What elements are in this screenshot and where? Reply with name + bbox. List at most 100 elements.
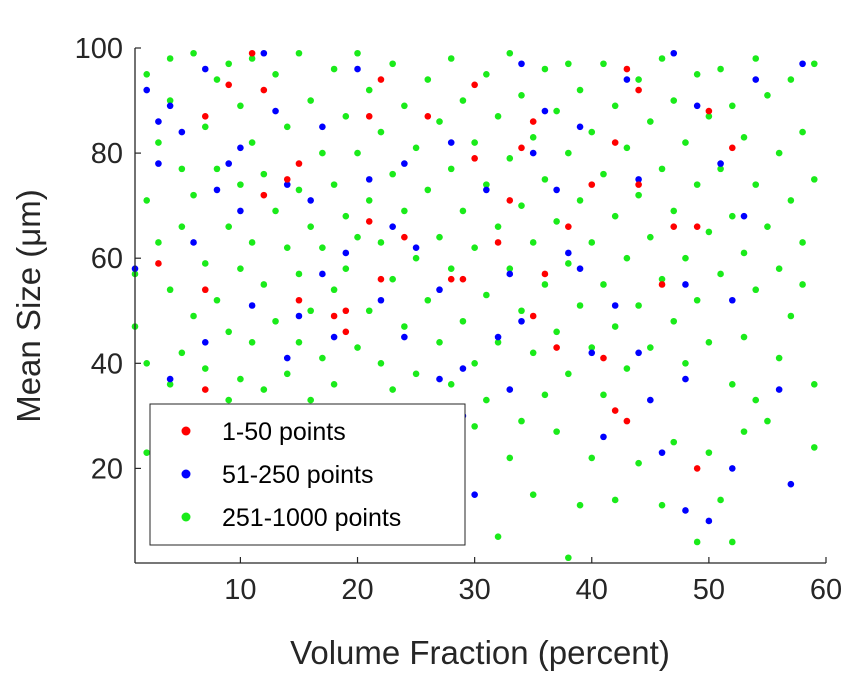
data-point <box>471 360 478 367</box>
data-point <box>342 113 350 120</box>
data-point <box>260 170 268 178</box>
data-point <box>611 139 619 146</box>
data-point <box>447 275 455 283</box>
data-point <box>272 207 279 215</box>
data-point <box>541 391 549 399</box>
data-point <box>213 296 221 304</box>
data-point <box>283 123 291 131</box>
data-point <box>319 270 326 278</box>
data-point <box>354 49 361 57</box>
data-point <box>529 149 537 157</box>
data-point <box>717 165 724 173</box>
data-point <box>401 323 408 330</box>
data-point <box>483 291 490 299</box>
data-point <box>365 113 373 120</box>
data-point <box>354 344 361 351</box>
data-point <box>483 396 490 404</box>
y-tick-label: 20 <box>91 453 123 485</box>
data-point <box>459 365 467 372</box>
data-point <box>190 49 197 57</box>
data-point <box>740 134 748 141</box>
data-point <box>576 123 584 131</box>
data-point <box>424 113 432 120</box>
data-point <box>600 391 607 399</box>
data-point <box>471 244 478 251</box>
data-point <box>775 265 783 273</box>
data-point <box>775 354 783 362</box>
data-point <box>553 344 560 351</box>
data-point <box>319 149 326 157</box>
data-point <box>190 312 197 320</box>
data-point <box>295 160 303 167</box>
data-point <box>295 49 303 57</box>
data-point <box>635 349 642 357</box>
legend-marker <box>181 469 191 479</box>
data-point <box>401 233 408 241</box>
data-point <box>389 223 396 230</box>
data-point <box>225 60 232 68</box>
data-point <box>237 207 244 215</box>
data-point <box>810 176 818 183</box>
data-point <box>319 123 326 131</box>
data-point <box>178 349 186 357</box>
data-point <box>693 296 701 304</box>
data-point <box>658 55 666 62</box>
data-point <box>740 212 748 220</box>
data-point <box>401 207 408 215</box>
data-point <box>272 107 279 115</box>
data-point <box>401 160 408 167</box>
data-point <box>705 338 713 346</box>
data-point <box>787 76 795 83</box>
data-point <box>494 239 502 246</box>
legend-label: 51-250 points <box>222 461 374 489</box>
data-point <box>155 139 162 146</box>
data-point <box>752 76 760 83</box>
data-point <box>225 223 232 230</box>
data-point <box>178 165 186 173</box>
x-tick-label: 50 <box>693 574 725 606</box>
data-point <box>729 538 736 546</box>
data-point <box>729 465 736 472</box>
data-point <box>658 281 666 288</box>
data-point <box>576 265 584 273</box>
data-point <box>682 254 689 262</box>
data-point <box>611 212 619 220</box>
data-point <box>529 118 537 125</box>
data-point <box>213 76 221 83</box>
data-point <box>670 223 678 230</box>
data-point <box>436 375 443 383</box>
x-tick-label: 10 <box>224 574 256 606</box>
data-point <box>693 102 701 110</box>
data-point <box>541 65 549 73</box>
data-point <box>775 149 783 157</box>
data-point <box>178 128 186 136</box>
data-point <box>377 76 385 83</box>
legend-marker <box>181 426 191 436</box>
data-point <box>330 286 338 294</box>
data-point <box>283 176 291 183</box>
data-point <box>787 197 795 204</box>
data-point <box>670 49 678 57</box>
data-point <box>670 317 678 325</box>
data-point <box>658 275 666 283</box>
x-axis-title: Volume Fraction (percent) <box>290 634 670 671</box>
data-point <box>377 239 385 246</box>
data-point <box>143 449 151 456</box>
data-point <box>565 554 572 562</box>
data-point <box>295 312 303 320</box>
data-point <box>541 107 549 115</box>
data-point <box>412 254 420 262</box>
y-tick-label: 60 <box>91 243 123 275</box>
data-point <box>518 144 525 152</box>
data-point <box>459 97 467 104</box>
data-point <box>401 102 408 110</box>
data-point <box>494 338 502 346</box>
data-point <box>764 91 771 99</box>
data-point <box>529 239 537 246</box>
data-point <box>518 417 525 425</box>
data-point <box>295 270 303 278</box>
data-point <box>647 396 654 404</box>
data-point <box>412 244 420 251</box>
data-point <box>342 265 350 273</box>
data-point <box>342 249 350 257</box>
